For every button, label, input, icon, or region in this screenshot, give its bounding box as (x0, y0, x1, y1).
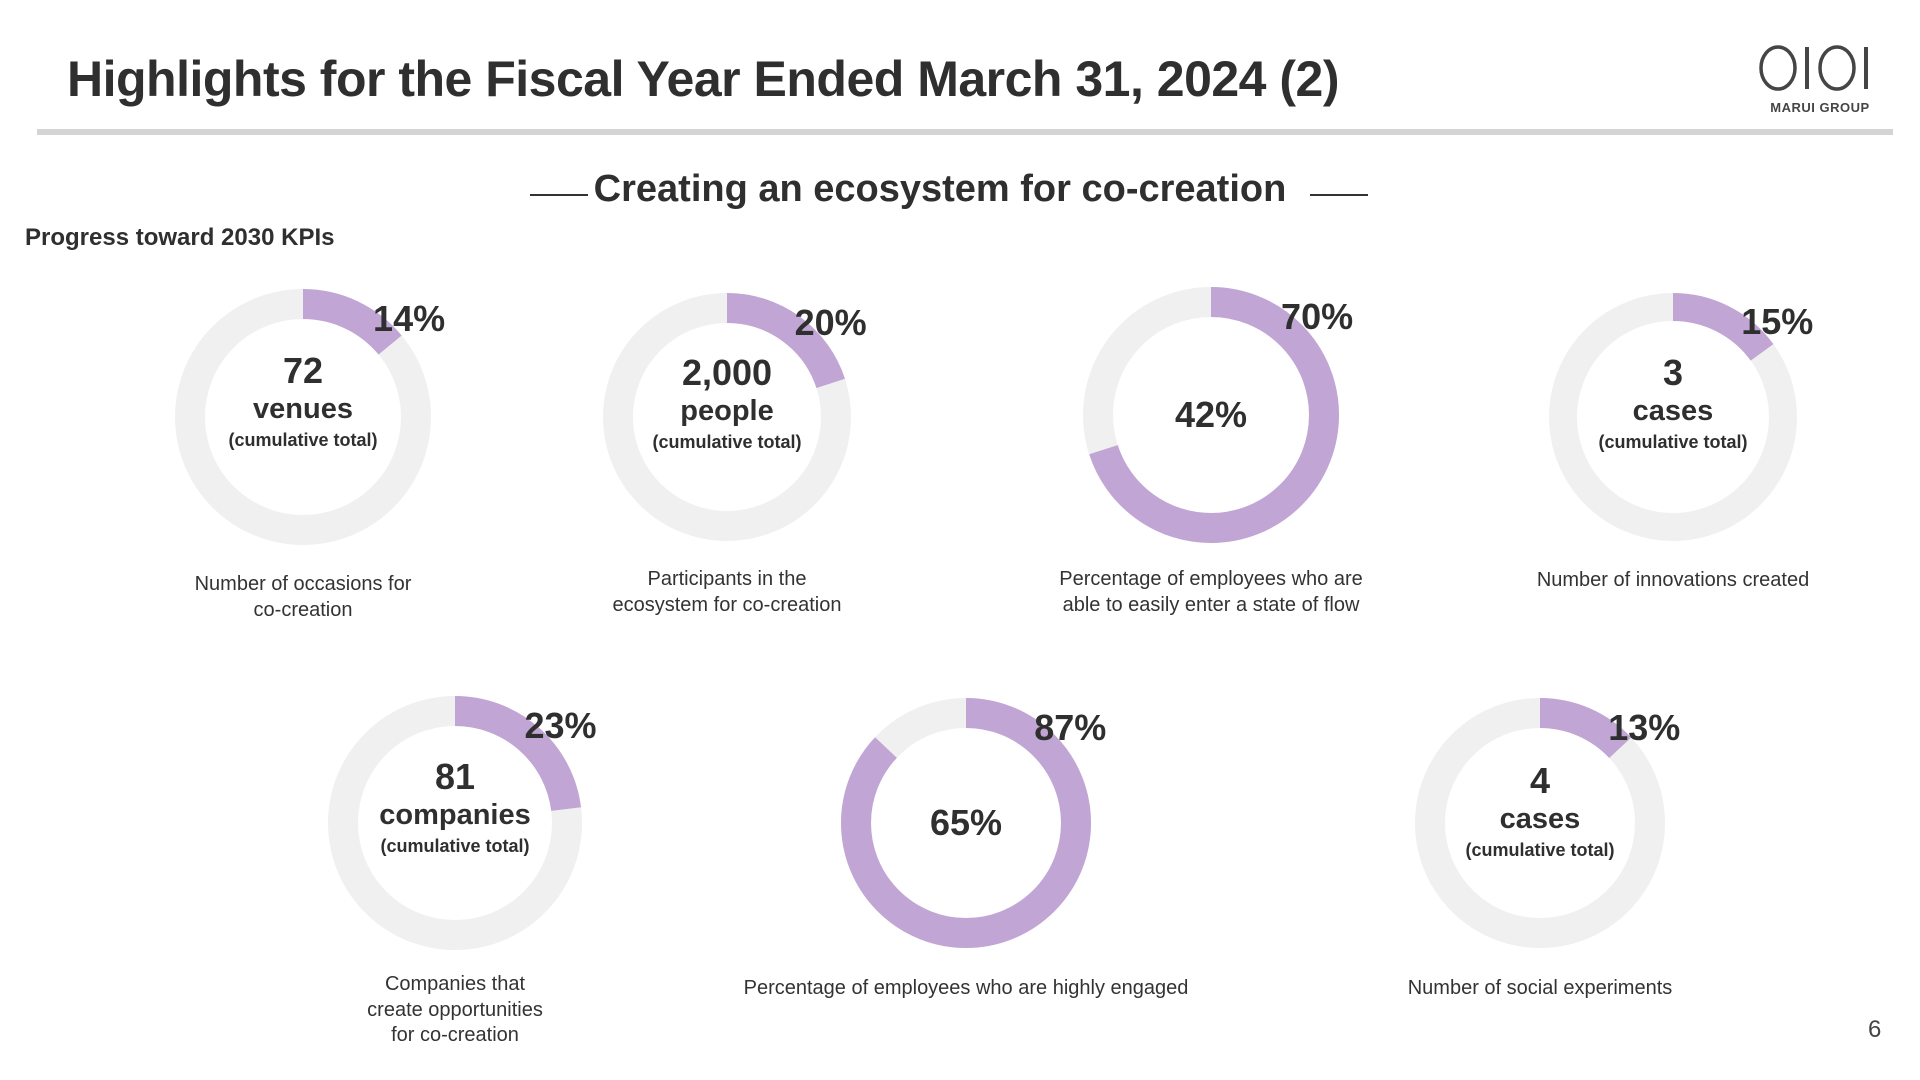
kpi-center-text: 3 cases (cumulative total) (1546, 351, 1800, 454)
kpi-value: 72 (282, 350, 324, 391)
kpi-2: 2,000 people (cumulative total) 20% Particip… (600, 290, 867, 616)
kpi-caption: Companies that create opportunities for … (367, 973, 543, 1047)
kpi-caption: Number of occasions for co-creation (194, 573, 412, 621)
kpi-progress-arc (603, 293, 851, 541)
page-number: 6 (1868, 1016, 1882, 1043)
kpi-value: 81 (434, 756, 476, 797)
kpi-note: (cumulative total) (380, 835, 530, 856)
kpi-progress-percent: 23% (524, 705, 597, 746)
kpi-progress-arc (841, 698, 1091, 948)
title-divider (37, 129, 1893, 135)
section-line-left (530, 194, 588, 196)
kpi-progress-percent: 70% (1281, 296, 1354, 337)
marui-group-logo: MARUI GROUP (1752, 44, 1888, 116)
kpi-note: (cumulative total) (1465, 839, 1615, 860)
kpi-center-text: 81 companies (cumulative total) (325, 755, 585, 858)
kpi-donut-chart (841, 698, 1091, 948)
kpi-progress-percent: 87% (1034, 707, 1107, 748)
kpi-5: 81 companies (cumulative total) 23% Companie… (325, 693, 597, 1046)
kpi-donut-chart (1549, 293, 1797, 541)
kpi-6: 65% 87% Percentage of employees who are hi… (744, 695, 1188, 999)
kpi-center-text: 65% (838, 801, 1094, 844)
kpi-progress-arc (1549, 293, 1797, 541)
kpi-note: (cumulative total) (652, 431, 802, 452)
page-title: Highlights for the Fiscal Year Ended Mar… (67, 51, 1340, 107)
kpi-unit: venues (253, 393, 353, 426)
section-header: Creating an ecosystem for co-creation (0, 168, 1920, 220)
kpi-value: 42% (1174, 394, 1248, 435)
kpi-4: 3 cases (cumulative total) 15% Number of inn… (1537, 290, 1813, 591)
kpi-caption: Participants in the ecosystem for co-cre… (612, 568, 842, 616)
kpi-donut-chart (1083, 287, 1339, 543)
kpi-1: 72 venues (cumulative total) 14% Number of o… (172, 286, 445, 621)
kpi-progress-percent: 20% (794, 302, 867, 343)
kpi-unit: companies (379, 799, 531, 832)
kpi-value: 65% (929, 802, 1003, 843)
kpi-donut-chart (603, 293, 851, 541)
kpi-unit: cases (1499, 803, 1581, 836)
kpi-progress-arc (175, 289, 431, 545)
kpi-progress-arc (1415, 698, 1665, 948)
logo-text: MARUI GROUP (1770, 100, 1870, 115)
kpi-progress-arc (328, 696, 582, 950)
kpi-unit: cases (1632, 395, 1714, 428)
kpi-center-text: 42% (1080, 393, 1342, 436)
kpi-donut-chart (328, 696, 582, 950)
section-title: Creating an ecosystem for co-creation (593, 168, 1287, 210)
kpi-caption: Number of social experiments (1407, 977, 1673, 999)
kpi-value: 2,000 (681, 352, 773, 393)
kpi-donut-chart (175, 289, 431, 545)
kpi-unit: people (680, 395, 774, 428)
kpi-value: 3 (1662, 352, 1684, 393)
kpi-progress-percent: 13% (1608, 707, 1681, 748)
kpi-caption: Percentage of employees who are able to … (1059, 568, 1363, 616)
kpi-note: (cumulative total) (1598, 431, 1748, 452)
kpi-donut-chart (1415, 698, 1665, 948)
kpi-value: 4 (1529, 760, 1551, 801)
progress-label: Progress toward 2030 KPIs (25, 224, 335, 251)
kpi-3: 42% 70% Percentage of employees who are ab… (1059, 284, 1363, 616)
kpi-center-text: 2,000 people (cumulative total) (600, 351, 854, 454)
kpi-center-text: 72 venues (cumulative total) (172, 349, 434, 452)
kpi-progress-arc (1083, 287, 1339, 543)
kpi-progress-percent: 15% (1741, 301, 1814, 342)
kpi-caption: Number of innovations created (1536, 569, 1810, 591)
kpi-note: (cumulative total) (228, 429, 378, 450)
kpi-center-text: 4 cases (cumulative total) (1412, 759, 1668, 862)
kpi-progress-percent: 14% (373, 298, 446, 339)
kpi-caption: Percentage of employees who are highly e… (743, 977, 1189, 999)
section-line-right (1310, 194, 1368, 196)
kpi-7: 4 cases (cumulative total) 13% Number of soc… (1408, 695, 1680, 999)
oioi-logo-icon (1759, 45, 1868, 91)
